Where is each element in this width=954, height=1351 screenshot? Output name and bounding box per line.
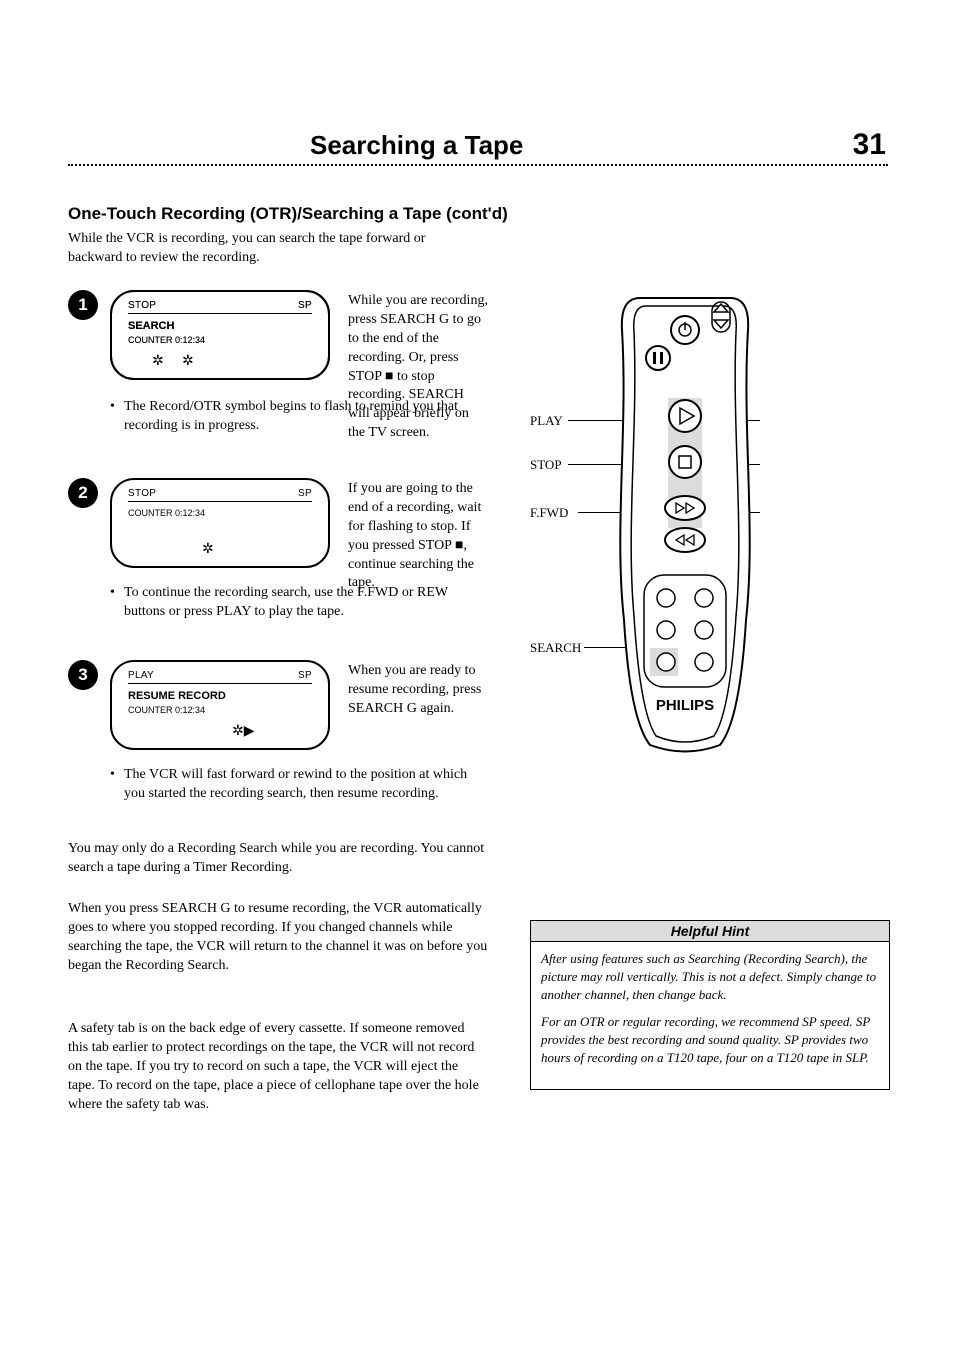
step-1-sub: • The Record/OTR symbol begins to flash … bbox=[110, 398, 488, 436]
para-2: When you press SEARCH G to resume record… bbox=[68, 900, 488, 976]
hint-body: After using features such as Searching (… bbox=[531, 942, 889, 1089]
tv-main: SEARCH bbox=[128, 320, 312, 332]
bullet: • bbox=[110, 584, 124, 622]
step-2-lead: If you are going to the end of a recordi… bbox=[348, 481, 481, 553]
step-2-sub: • To continue the recording search, use … bbox=[110, 584, 488, 622]
tv-left: STOP bbox=[128, 300, 156, 311]
hint-p2: For an OTR or regular recording, we reco… bbox=[541, 1013, 879, 1068]
pad-button[interactable] bbox=[657, 621, 675, 639]
intro-text: While the VCR is recording, you can sear… bbox=[68, 230, 478, 268]
tv-counter: COUNTER 0:12:34 bbox=[128, 335, 312, 345]
tv-right: SP bbox=[298, 488, 312, 499]
pad-button[interactable] bbox=[657, 589, 675, 607]
remote-label-play: PLAY bbox=[530, 413, 563, 429]
step-3-sub: • The VCR will fast forward or rewind to… bbox=[110, 766, 488, 804]
divider-dotted bbox=[68, 164, 888, 166]
tv-status-box-2: STOP SP COUNTER 0:12:34 ✲ bbox=[110, 478, 330, 568]
remote-label-ffwd: F.FWD bbox=[530, 505, 568, 521]
para-3: A safety tab is on the back edge of ever… bbox=[68, 1020, 488, 1114]
remote-label-stop: STOP bbox=[530, 457, 562, 473]
hint-p1: After using features such as Searching (… bbox=[541, 950, 879, 1005]
step-1-sub-text: The Record/OTR symbol begins to flash to… bbox=[124, 398, 488, 436]
pad-button[interactable] bbox=[695, 621, 713, 639]
pause-button[interactable] bbox=[646, 346, 670, 370]
remote-illustration: PHILIPS bbox=[610, 290, 760, 760]
step-number-badge: 3 bbox=[68, 660, 98, 690]
step-1-number: 1 bbox=[68, 290, 108, 320]
step-3-lead: When you are ready to resume recording, … bbox=[348, 663, 481, 716]
tv-icon: ✲ bbox=[202, 541, 214, 558]
para-1: You may only do a Recording Search while… bbox=[68, 840, 488, 878]
step-3-text: When you are ready to resume recording, … bbox=[348, 662, 488, 719]
step-3-sub-text: The VCR will fast forward or rewind to t… bbox=[124, 766, 488, 804]
tv-left: PLAY bbox=[128, 670, 154, 681]
remote-label-search: SEARCH bbox=[530, 640, 581, 656]
tv-status-box-3: PLAY SP RESUME RECORD COUNTER 0:12:34 ✲▶ bbox=[110, 660, 330, 750]
pad-button[interactable] bbox=[695, 653, 713, 671]
page-number: 31 bbox=[853, 128, 886, 162]
search-button[interactable] bbox=[657, 653, 675, 671]
step-number-badge: 2 bbox=[68, 478, 98, 508]
tv-status-box-1: STOP SP SEARCH COUNTER 0:12:34 ✲ bbox=[110, 290, 330, 380]
tv-icon: ✲ bbox=[152, 353, 164, 370]
tv-icon: ✲▶ bbox=[232, 723, 255, 740]
step-3-number: 3 bbox=[68, 660, 108, 690]
step-number-badge: 1 bbox=[68, 290, 98, 320]
step-2-sub-text: To continue the recording search, use th… bbox=[124, 584, 488, 622]
stop-button[interactable] bbox=[669, 446, 701, 478]
hint-title: Helpful Hint bbox=[531, 921, 889, 942]
tv-left: STOP bbox=[128, 488, 156, 499]
play-button[interactable] bbox=[669, 400, 701, 432]
pad-button[interactable] bbox=[695, 589, 713, 607]
tv-counter: COUNTER 0:12:34 bbox=[128, 508, 312, 518]
page-title: Searching a Tape bbox=[310, 130, 523, 161]
step-2-text: If you are going to the end of a recordi… bbox=[348, 480, 488, 593]
bullet: • bbox=[110, 398, 124, 436]
tv-right: SP bbox=[298, 300, 312, 311]
helpful-hint-box: Helpful Hint After using features such a… bbox=[530, 920, 890, 1090]
tv-right: SP bbox=[298, 670, 312, 681]
tv-main: RESUME RECORD bbox=[128, 690, 312, 702]
tv-counter: COUNTER 0:12:34 bbox=[128, 705, 312, 715]
bullet: • bbox=[110, 766, 124, 804]
brand-label: PHILIPS bbox=[656, 697, 714, 714]
section-heading: One-Touch Recording (OTR)/Searching a Ta… bbox=[68, 204, 508, 224]
step-2-number: 2 bbox=[68, 478, 108, 508]
